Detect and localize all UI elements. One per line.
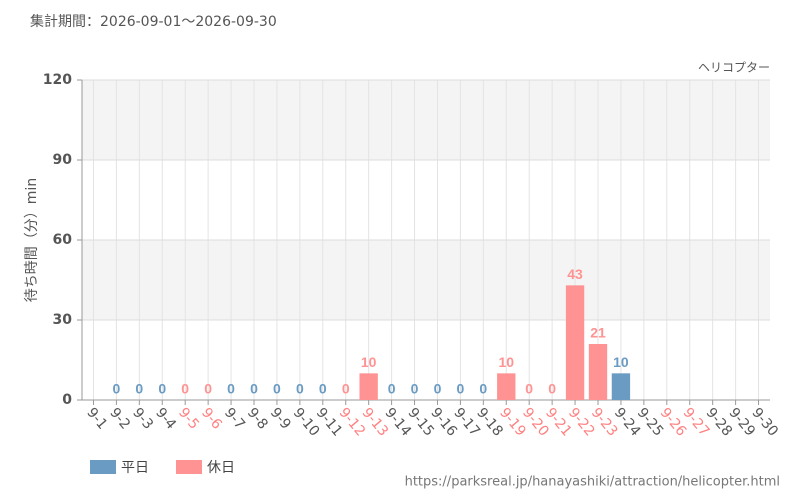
value-label: 0: [227, 381, 235, 397]
value-label: 0: [158, 381, 166, 397]
source-url: https://parksreal.jp/hanayashiki/attract…: [405, 475, 780, 490]
x-tick-label: 9-6: [198, 405, 225, 433]
value-label: 0: [479, 381, 487, 397]
value-label: 0: [319, 381, 327, 397]
y-tick-label: 60: [53, 232, 73, 248]
value-label: 0: [273, 381, 281, 397]
x-tick-label: 9-2: [106, 405, 133, 433]
value-label: 0: [181, 381, 189, 397]
chart-title: 集計期間：2026-09-01～2026-09-30: [30, 13, 277, 30]
x-tick-label: 9-1: [83, 405, 110, 433]
legend-swatch: [90, 460, 116, 474]
x-tick-label: 9-3: [129, 405, 156, 433]
value-label: 0: [296, 381, 304, 397]
value-label: 10: [498, 354, 514, 370]
x-tick-label: 9-4: [152, 405, 179, 433]
bar: [565, 285, 585, 400]
bar: [359, 373, 378, 400]
value-label: 0: [457, 381, 465, 397]
y-tick-label: 90: [53, 152, 73, 168]
value-label: 0: [434, 381, 442, 397]
x-tick-label: 9-9: [267, 405, 294, 433]
bar: [497, 373, 516, 400]
value-label: 0: [135, 381, 143, 397]
value-label: 0: [250, 381, 258, 397]
y-tick-label: 0: [62, 392, 72, 408]
bar: [588, 344, 608, 400]
plot-band: [82, 240, 770, 320]
value-label: 0: [388, 381, 396, 397]
value-label: 0: [525, 381, 533, 397]
value-label: 43: [567, 266, 583, 282]
legend-label: 休日: [207, 460, 235, 476]
plot-band: [82, 80, 770, 160]
y-tick-label: 120: [43, 72, 72, 88]
x-tick-label: 9-8: [244, 405, 271, 433]
legend-swatch: [176, 460, 202, 474]
x-tick-label: 9-5: [175, 405, 202, 433]
y-axis-label: 待ち時間（分）min: [24, 178, 40, 302]
value-label: 21: [590, 325, 606, 341]
bar: [611, 373, 631, 400]
x-tick-label: 9-7: [221, 405, 248, 433]
legend-label: 平日: [121, 460, 149, 476]
value-label: 10: [361, 354, 377, 370]
chart-subtitle: ヘリコプター: [698, 61, 770, 75]
y-tick-label: 30: [53, 312, 73, 328]
value-label: 0: [113, 381, 121, 397]
value-label: 0: [204, 381, 212, 397]
value-label: 0: [342, 381, 350, 397]
value-label: 10: [613, 354, 629, 370]
value-label: 0: [548, 381, 556, 397]
value-label: 0: [411, 381, 419, 397]
